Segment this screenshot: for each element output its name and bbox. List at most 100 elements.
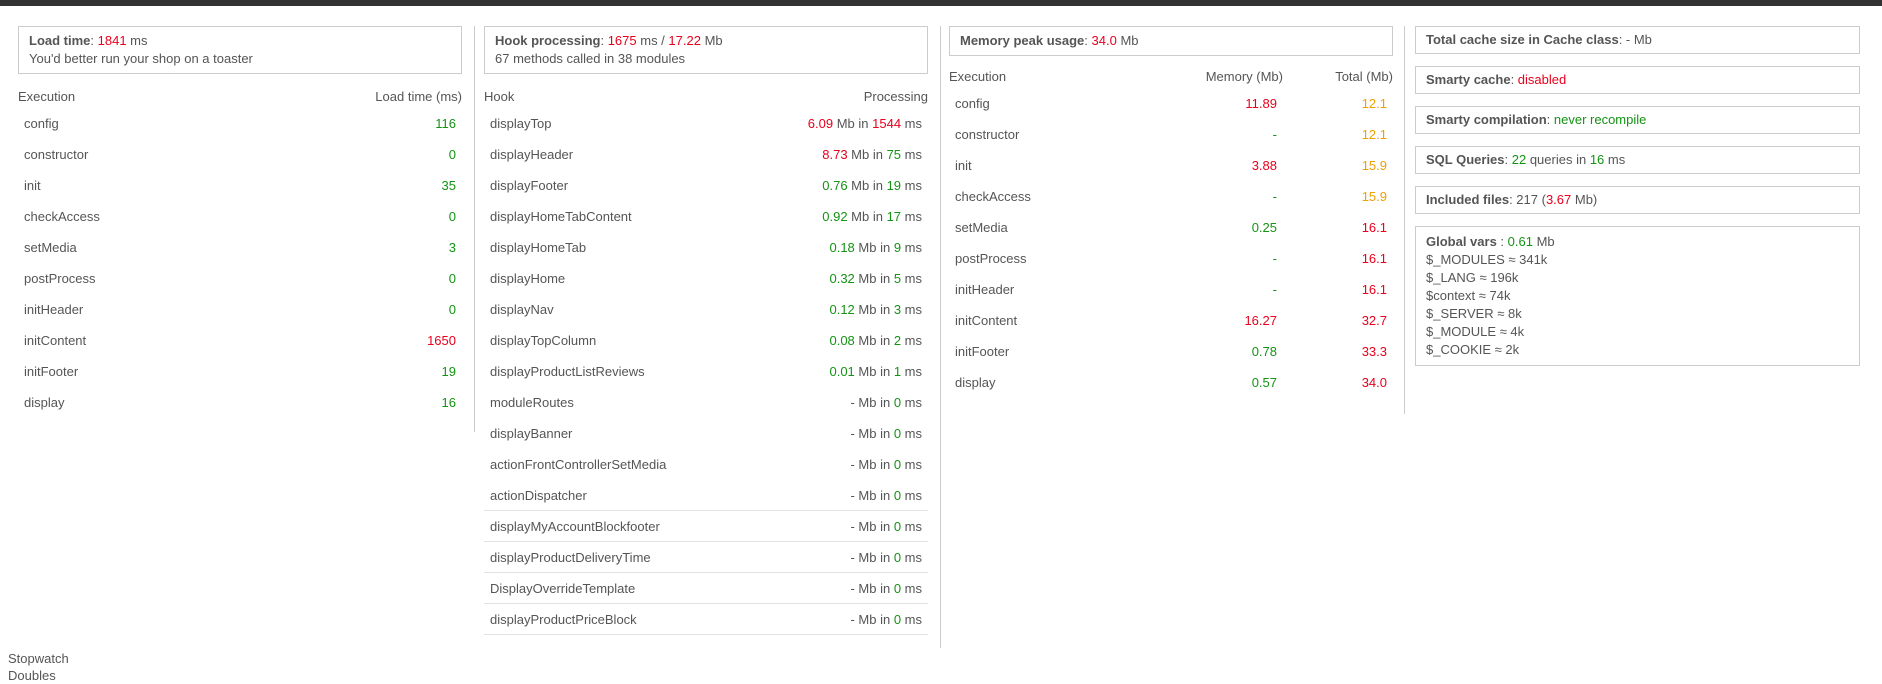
text-span: 0 [448,147,456,162]
column: Memory peak usage: 34.0 Mb Execution Memor… [949,26,1393,398]
separator [1404,26,1405,414]
text-span: $_MODULES ≈ 341k [1426,252,1548,267]
text: displayTop [490,116,552,131]
table-row: displayTopColumn 0.08 Mb in 2 ms [484,325,928,356]
box-line: $_MODULE ≈ 4k [1426,323,1849,341]
box-line: Hook processing: 1675 ms / 17.22 Mb [495,32,917,50]
table-row: DisplayOverrideTemplate - Mb in 0 ms [484,573,928,604]
column: Hook processing: 1675 ms / 17.22 Mb 67 me… [484,26,928,635]
box-line: $_COOKIE ≈ 2k [1426,341,1849,359]
text: checkAccess [955,189,1031,204]
text-span: ms [901,580,922,596]
text-span: 12.1 [1361,96,1387,111]
cell: displayNav [490,302,829,317]
table-row: display 0.57 34.0 [949,367,1393,398]
text: initContent [955,313,1018,328]
header-cell: Memory (Mb) [1205,68,1283,84]
cell: - [1147,251,1277,266]
text: displayHomeTab [490,240,587,255]
info-box: SQL Queries: 22 queries in 16 ms [1415,146,1860,174]
box-line: Smarty compilation: never recompile [1426,111,1849,129]
text-span: 3 [893,302,902,317]
text-span: Mb in [854,333,894,348]
cell: displayProductPriceBlock [490,612,850,627]
table-row: config 11.89 12.1 [949,88,1393,119]
table-row: constructor - 12.1 [949,119,1393,150]
column: Load time: 1841 ms You'd better run your … [18,26,462,418]
text-span: 17 [886,209,902,224]
text-span: 0.01 [829,364,855,379]
text-span: ms [901,271,922,286]
text-span: 16 [441,395,456,410]
table-row: displayHomeTabContent 0.92 Mb in 17 ms [484,201,928,232]
table-row: displayProductListReviews 0.01 Mb in 1 ms [484,356,928,387]
table-row: displayProductDeliveryTime - Mb in 0 ms [484,542,928,573]
text: initHeader [955,282,1015,297]
cell: displayMyAccountBlockfooter [490,519,850,534]
text-span: Smarty cache [1426,72,1511,87]
cell: displayTop [490,116,808,131]
text: initFooter [24,364,79,379]
text-span: - Mb in [850,518,894,534]
cell: moduleRoutes [490,395,850,410]
text-span: 8.73 [822,147,848,162]
cell: 0.25 [1147,220,1277,235]
cell: displayFooter [490,178,822,193]
text: display [955,375,996,390]
cell: 16.27 [1147,313,1277,328]
table-row: display 16 [18,387,462,418]
cell: setMedia [24,240,449,255]
info-box: Hook processing: 1675 ms / 17.22 Mb 67 me… [484,26,928,74]
cell: 16.1 [1277,282,1387,297]
text-span: Mb [1116,33,1139,48]
text: displayBanner [490,426,573,441]
cell: postProcess [24,271,449,286]
side-box: Global vars : 0.61 Mb $_MODULES ≈ 341k $_L… [1415,226,1860,366]
text-span: Mb in [847,147,887,162]
text-span: 5 [893,271,902,286]
text-span: ms [901,302,922,317]
text-span: 33.3 [1361,344,1387,359]
text: config [24,116,59,131]
cell: - Mb in 0 ms [850,426,922,441]
text-span: 0.57 [1251,375,1277,390]
cell: 0 [449,209,456,224]
cell: - [1147,127,1277,142]
text-span: ms [901,147,922,162]
text-span: Mb in [847,209,887,224]
cell: initHeader [24,302,449,317]
table-row: displayHome 0.32 Mb in 5 ms [484,263,928,294]
cell: checkAccess [955,189,1147,204]
text: postProcess [24,271,96,286]
table-row: init 3.88 15.9 [949,150,1393,181]
header-cell: Hook [484,88,515,104]
table-row: postProcess - 16.1 [949,243,1393,274]
cell: checkAccess [24,209,449,224]
text-span: 0 [893,580,902,596]
cell: displayHeader [490,147,822,162]
table-row: initHeader - 16.1 [949,274,1393,305]
text-span: - [1272,127,1277,142]
header-cell: Processing [863,88,928,104]
table-header: Hook Processing [484,84,928,108]
cell: init [24,178,442,193]
text: displayHome [490,271,566,286]
footer-link: Stopwatch [8,651,69,666]
text-span: ms [901,457,922,472]
table-row: actionDispatcher - Mb in 0 ms [484,480,928,511]
text-span: - Mb in [850,580,894,596]
text: displayHomeTabContent [490,209,632,224]
table-row: displayNav 0.12 Mb in 3 ms [484,294,928,325]
text-span: 0.76 [822,178,848,193]
text-span: 0.32 [829,271,855,286]
box-line: $_SERVER ≈ 8k [1426,305,1849,323]
text-span: never recompile [1553,112,1647,127]
table-row: moduleRoutes - Mb in 0 ms [484,387,928,418]
text-span: disabled [1517,72,1567,87]
text-span: 1650 [427,333,456,348]
text-span: 3 [448,240,456,255]
text-span: : [1084,33,1092,48]
cell: 16.1 [1277,220,1387,235]
text: setMedia [955,220,1008,235]
